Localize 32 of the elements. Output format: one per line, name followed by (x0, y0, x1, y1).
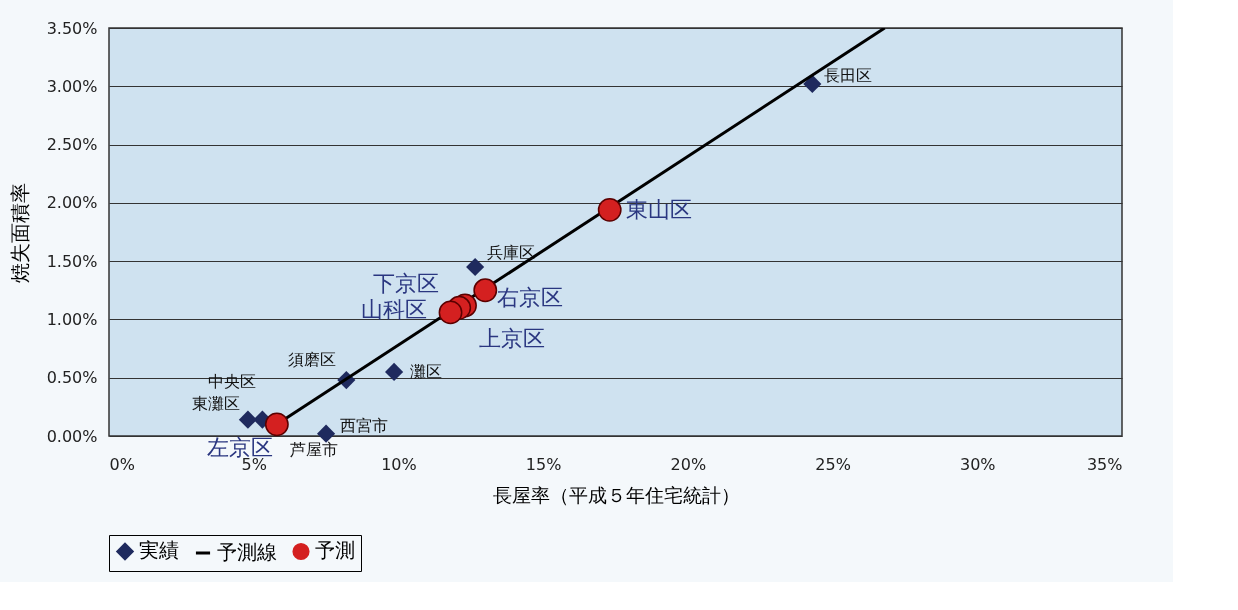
annotation: 兵庫区 (487, 242, 536, 262)
y-tick-label: 1.50% (46, 251, 98, 271)
y-tick-label: 0.00% (46, 426, 98, 446)
legend-label: 予測 (315, 538, 355, 563)
annotation: 下京区 (373, 270, 440, 296)
annotation: 山科区 (360, 297, 427, 323)
annotation: 長田区 (824, 65, 873, 85)
x-axis-title: 長屋率（平成５年住宅統計） (492, 483, 740, 506)
y-tick-label: 0.50% (46, 368, 98, 388)
x-tick-label: 30% (960, 454, 996, 474)
legend-label: 実績 (139, 538, 179, 563)
annotation: 須磨区 (288, 350, 337, 370)
x-tick-label: 25% (815, 454, 851, 474)
annotation: 右京区 (497, 285, 564, 311)
annotation: 灘区 (410, 361, 443, 381)
annotation: 西宮市 (340, 415, 389, 435)
y-tick-label: 3.00% (46, 76, 98, 96)
annotation: 芦屋市 (290, 440, 339, 460)
y-axis-title: 焼失面積率 (7, 182, 32, 283)
y-tick-label: 3.50% (46, 18, 98, 38)
y-tick-label: 2.00% (46, 193, 98, 213)
x-tick-label: 35% (1086, 454, 1123, 474)
y-tick-label: 1.00% (46, 309, 98, 329)
x-tick-label: 10% (381, 454, 417, 474)
x-tick-label: 20% (670, 454, 707, 474)
annotation: 東山区 (625, 196, 692, 222)
y-tick-label: 2.50% (46, 135, 98, 155)
annotation: 東灘区 (191, 393, 240, 413)
annotation: 上京区 (479, 326, 545, 352)
legend-label: 予測線 (217, 540, 277, 564)
x-tick-label: 0% (109, 454, 135, 474)
x-tick-label: 15% (525, 454, 562, 474)
